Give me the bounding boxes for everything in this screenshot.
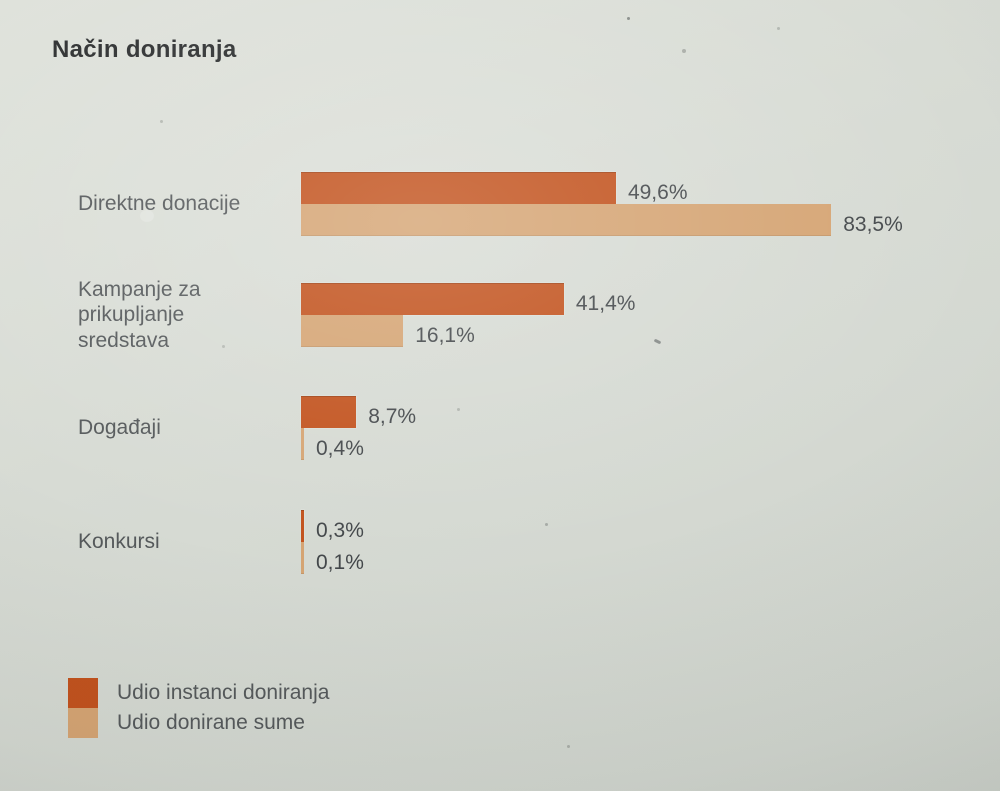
legend-swatch-sum-icon	[68, 708, 98, 738]
bar-sum	[301, 542, 304, 574]
value-label-sum: 16,1%	[415, 324, 475, 347]
value-label-instances: 0,3%	[316, 519, 364, 542]
dust-speck	[682, 49, 686, 53]
value-label-instances: 8,7%	[368, 405, 417, 428]
category-label: Konkursi	[78, 530, 160, 554]
dust-speck	[545, 523, 548, 526]
bar-instances	[301, 172, 616, 204]
value-label-sum: 0,4%	[316, 437, 364, 460]
value-label-instances: 41,4%	[575, 292, 636, 315]
category-label: Događaji	[78, 416, 161, 440]
legend-label-instances: Udio instanci doniranja	[117, 681, 330, 704]
dust-speck	[457, 408, 460, 411]
bar-instances	[301, 283, 564, 315]
dust-speck	[627, 17, 630, 20]
category-label: Kampanje za prikupljanje sredstava	[78, 277, 201, 352]
dust-speck	[567, 745, 570, 748]
chart-title: Način doniranja	[52, 36, 237, 63]
legend-label-sum: Udio donirane sume	[117, 711, 305, 734]
legend-item-instances: Udio instanci doniranja	[68, 678, 329, 708]
bar-sum	[301, 428, 304, 460]
bar-sum	[301, 204, 832, 236]
category-label: Direktne donacije	[78, 192, 241, 216]
value-label-sum: 0,1%	[316, 551, 364, 574]
legend-swatch-instances-icon	[68, 678, 98, 708]
bar-instances	[301, 396, 357, 428]
bar-sum	[301, 315, 404, 347]
legend-item-sum: Udio donirane sume	[68, 708, 329, 738]
value-label-sum: 83,5%	[843, 213, 903, 236]
chart-legend: Udio instanci doniranja Udio donirane su…	[68, 678, 329, 738]
dust-speck	[160, 120, 163, 123]
dust-speck	[653, 338, 662, 345]
bar-instances	[301, 510, 304, 542]
dust-speck	[777, 27, 780, 30]
value-label-instances: 49,6%	[627, 181, 688, 204]
